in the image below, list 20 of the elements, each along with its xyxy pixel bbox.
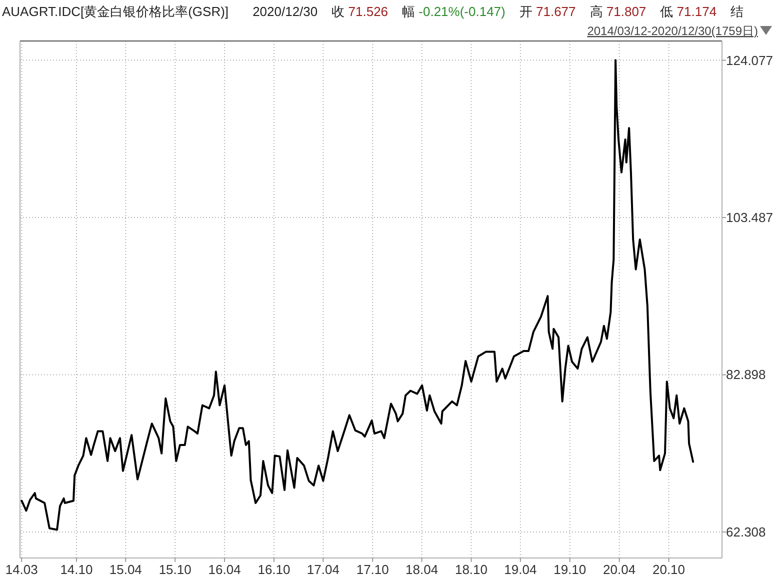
y-tick-label: 103.487 (726, 210, 773, 226)
x-tick-label: 18.04 (406, 562, 438, 577)
x-tick-label: 20.10 (652, 562, 686, 577)
x-tick-label: 15.04 (109, 562, 142, 577)
x-tick-label: 18.10 (454, 562, 488, 577)
x-tick-label: 20.04 (603, 562, 636, 577)
x-tick-label: 17.10 (356, 562, 389, 577)
x-tick-label: 16.10 (258, 562, 290, 577)
x-tick-label: 17.04 (306, 562, 340, 577)
y-tick-label: 62.308 (726, 524, 766, 540)
y-tick-label: 124.077 (726, 52, 773, 68)
x-tick-label: 16.04 (208, 562, 241, 577)
x-tick-label: 15.10 (158, 562, 192, 577)
x-tick-label: 14.10 (60, 562, 93, 577)
x-tick-label: 19.04 (504, 562, 537, 577)
header: AUAGRT.IDC[黄金白银价格比率(GSR)] 2020/12/30 收 71.526 幅 -0.21%(-0.147) 开 71.677 高 71.807 低 71.174 结 (2, 4, 744, 19)
chart-subtitle: 2014/03/12-2020/12/30(1759日) (587, 24, 758, 38)
x-tick-label: 19.10 (554, 562, 586, 577)
x-tick-label: 14.03 (5, 562, 38, 577)
y-tick-label: 82.898 (726, 367, 766, 382)
